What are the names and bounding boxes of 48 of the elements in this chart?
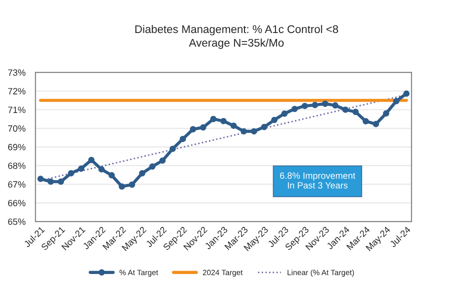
point xyxy=(128,181,136,188)
point xyxy=(159,157,166,164)
point xyxy=(58,178,64,185)
point xyxy=(322,100,328,107)
point xyxy=(352,108,359,116)
point xyxy=(88,156,94,164)
point xyxy=(362,118,369,124)
point xyxy=(48,178,54,185)
point xyxy=(200,124,206,131)
point xyxy=(98,166,105,172)
point xyxy=(250,128,258,134)
point xyxy=(382,110,390,117)
point xyxy=(403,90,410,97)
y-tick-label: 71% xyxy=(8,106,26,114)
point xyxy=(332,102,338,109)
point xyxy=(139,170,146,176)
point xyxy=(342,106,349,113)
point xyxy=(108,172,115,178)
point xyxy=(393,98,400,104)
point xyxy=(170,146,176,152)
point xyxy=(149,163,156,170)
y-tick-label: 72% xyxy=(8,88,26,94)
point xyxy=(78,165,84,172)
point xyxy=(292,106,298,112)
point xyxy=(240,128,247,134)
y-tick-label: 67% xyxy=(8,181,26,188)
point xyxy=(281,110,288,117)
y-tick-label: 68% xyxy=(8,162,26,169)
point xyxy=(210,116,216,122)
point xyxy=(230,122,237,129)
point xyxy=(118,183,125,190)
y-tick-label: 73% xyxy=(8,69,26,76)
y-tick-label: 69% xyxy=(8,144,26,150)
point xyxy=(68,170,74,176)
point xyxy=(372,120,380,128)
point xyxy=(37,176,44,182)
y-tick-label: 66% xyxy=(8,200,26,206)
annotation: 6.8% Improvement In Past 3 Years xyxy=(280,172,356,189)
point xyxy=(261,124,268,130)
chart-title: Diabetes Management: % A1c Control <8 Average N=35k/Mo xyxy=(135,24,338,49)
point xyxy=(271,116,278,124)
point xyxy=(312,102,318,108)
point xyxy=(302,102,308,110)
point xyxy=(190,126,196,132)
y-tick-label: 70% xyxy=(8,125,26,132)
y-tick-label: 65% xyxy=(8,218,26,225)
point xyxy=(220,118,227,124)
point xyxy=(180,136,186,142)
